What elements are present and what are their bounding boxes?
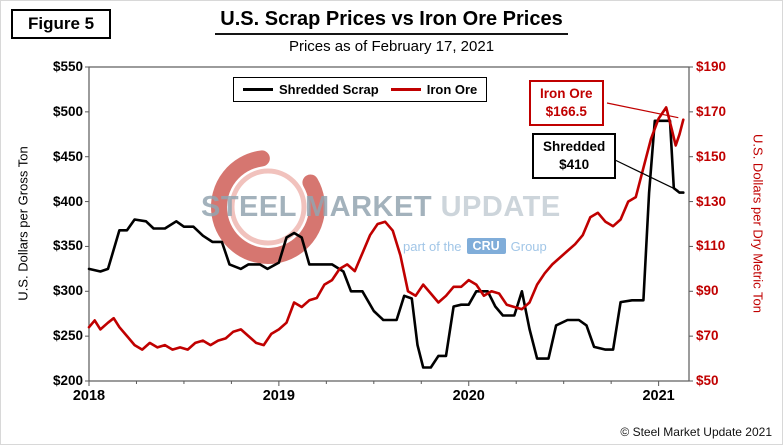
watermark-update: UPDATE xyxy=(440,191,561,223)
left-axis-tick-label: $550 xyxy=(52,59,83,74)
left-axis-tick-label: $400 xyxy=(52,193,83,209)
shredded-callout-value: $410 xyxy=(559,156,590,172)
left-axis-tick-label: $200 xyxy=(52,373,83,388)
chart-legend: Shredded Scrap Iron Ore xyxy=(233,77,488,102)
right-axis-tick-label: $170 xyxy=(696,103,727,119)
watermark-tagline: part of the CRU Group xyxy=(403,238,547,254)
series-line-shredded-scrap xyxy=(87,119,685,369)
watermark-part-of-the: part of the xyxy=(403,238,462,254)
legend-item-shredded-scrap: Shredded Scrap xyxy=(243,82,379,97)
legend-label: Shredded Scrap xyxy=(279,82,379,97)
right-axis-tick-label: $70 xyxy=(696,328,719,344)
right-axis-tick-label: $130 xyxy=(696,193,727,209)
title-wrap: U.S. Scrap Prices vs Iron Ore Prices xyxy=(1,8,782,35)
shredded-scrap-line-swatch xyxy=(243,88,273,91)
plot-border xyxy=(88,66,690,382)
legend-item-iron-ore: Iron Ore xyxy=(390,82,478,97)
x-axis-tick-label: 2018 xyxy=(72,388,106,404)
iron-ore-line-swatch xyxy=(390,88,421,91)
cru-badge: CRU xyxy=(466,238,506,254)
right-axis-tick-label: $190 xyxy=(696,59,727,74)
shredded-callout-name: Shredded xyxy=(543,139,606,154)
right-axis-tick-label: $110 xyxy=(696,238,726,254)
right-axis-tick-label: $150 xyxy=(696,148,727,164)
left-axis-tick-label: $350 xyxy=(52,238,83,254)
watermark-steel: STEEL xyxy=(201,191,297,223)
iron-ore-callout-value: $166.5 xyxy=(545,103,587,119)
x-axis-tick-label: 2021 xyxy=(642,388,675,404)
watermark-text: STEEL MARKET UPDATE xyxy=(201,191,561,224)
watermark-group: Group xyxy=(510,238,547,254)
left-axis-tick-label: $450 xyxy=(52,148,83,164)
iron-ore-leader-line xyxy=(606,102,679,119)
smu-logo-icon xyxy=(211,150,325,264)
x-axis-tick-label: 2019 xyxy=(262,388,295,404)
left-axis-tick-label: $300 xyxy=(52,283,83,299)
shredded-callout: Shredded $410 xyxy=(532,133,617,179)
left-axis-tick-label: $500 xyxy=(52,103,83,119)
watermark-market: MARKET xyxy=(305,191,433,223)
right-axis-title: U.S. Dollars per Dry Metric Ton xyxy=(750,134,766,313)
shredded-leader-line xyxy=(614,159,679,192)
x-axis-tick-label: 2020 xyxy=(452,388,485,404)
chart-subtitle: Prices as of February 17, 2021 xyxy=(288,38,495,55)
left-axis-title: U.S. Dollars per Gross Ton xyxy=(15,146,31,301)
iron-ore-callout-name: Iron Ore xyxy=(540,86,593,101)
iron-ore-callout: Iron Ore $166.5 xyxy=(529,80,604,126)
figure-number-badge: Figure 5 xyxy=(11,9,112,39)
right-axis-tick-label: $90 xyxy=(696,283,719,299)
series-line-iron-ore xyxy=(87,106,685,351)
chart-title: U.S. Scrap Prices vs Iron Ore Prices xyxy=(215,8,568,35)
copyright-notice: © Steel Market Update 2021 xyxy=(620,425,772,439)
legend-label: Iron Ore xyxy=(426,82,478,97)
left-axis-tick-label: $250 xyxy=(52,328,83,344)
right-axis-tick-label: $50 xyxy=(696,373,719,388)
